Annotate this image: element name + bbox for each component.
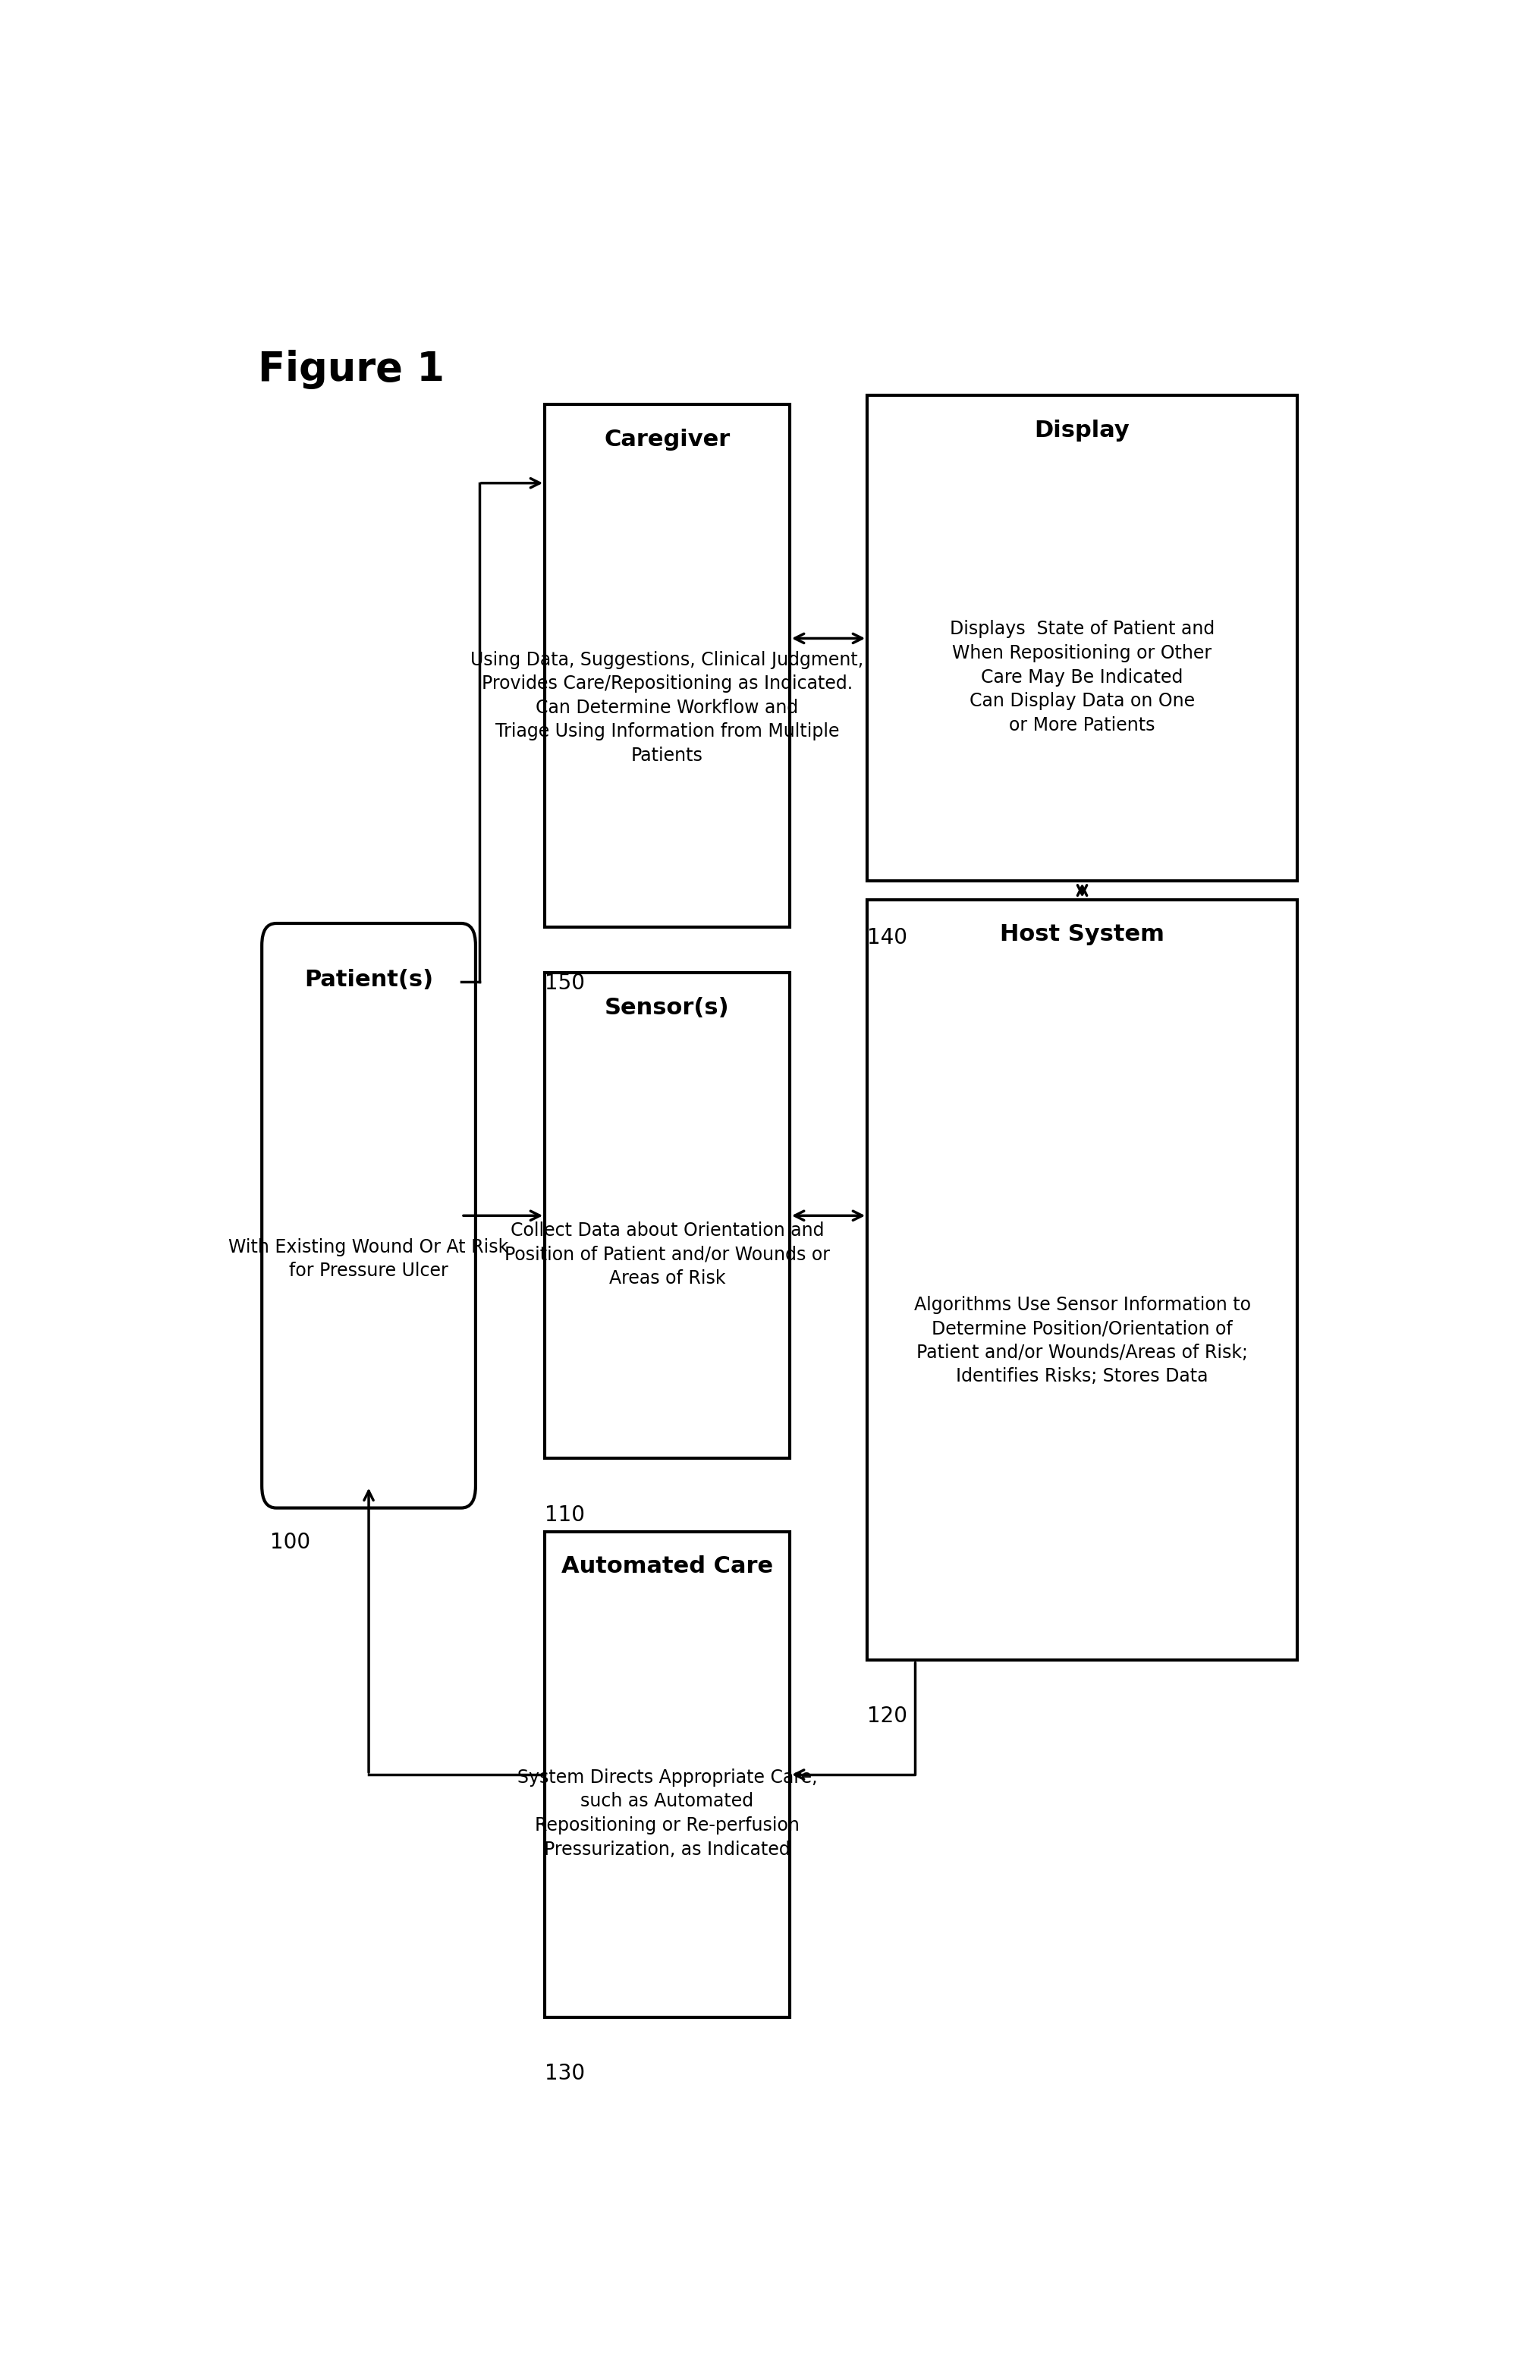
Text: Figure 1: Figure 1 (259, 350, 445, 390)
Bar (867, 395, 1297, 881)
Text: Display: Display (1033, 419, 1129, 440)
Bar (545, 405, 788, 928)
Text: 100: 100 (270, 1533, 311, 1554)
Text: Sensor(s): Sensor(s) (605, 997, 730, 1019)
Text: Automated Care: Automated Care (561, 1557, 773, 1578)
Text: 140: 140 (867, 928, 907, 947)
Text: Displays  State of Patient and
When Repositioning or Other
Care May Be Indicated: Displays State of Patient and When Repos… (949, 621, 1214, 735)
Bar (545, 1533, 788, 2018)
Text: 150: 150 (545, 973, 585, 995)
Text: With Existing Wound Or At Risk
for Pressure Ulcer: With Existing Wound Or At Risk for Press… (228, 1238, 508, 1280)
Bar (545, 973, 788, 1459)
Bar (867, 900, 1297, 1661)
Text: 110: 110 (545, 1504, 585, 1526)
Text: 130: 130 (545, 2063, 585, 2085)
Text: Caregiver: Caregiver (604, 428, 730, 450)
FancyBboxPatch shape (262, 923, 476, 1509)
Text: Patient(s): Patient(s) (303, 969, 433, 990)
Text: Collect Data about Orientation and
Position of Patient and/or Wounds or
Areas of: Collect Data about Orientation and Posit… (504, 1221, 830, 1288)
Text: Algorithms Use Sensor Information to
Determine Position/Orientation of
Patient a: Algorithms Use Sensor Information to Det… (913, 1295, 1250, 1385)
Text: Using Data, Suggestions, Clinical Judgment,
Provides Care/Repositioning as Indic: Using Data, Suggestions, Clinical Judgme… (471, 650, 864, 764)
Text: Host System: Host System (999, 923, 1164, 945)
Text: System Directs Appropriate Care,
such as Automated
Repositioning or Re-perfusion: System Directs Appropriate Care, such as… (517, 1768, 816, 1859)
Text: 120: 120 (867, 1706, 907, 1728)
